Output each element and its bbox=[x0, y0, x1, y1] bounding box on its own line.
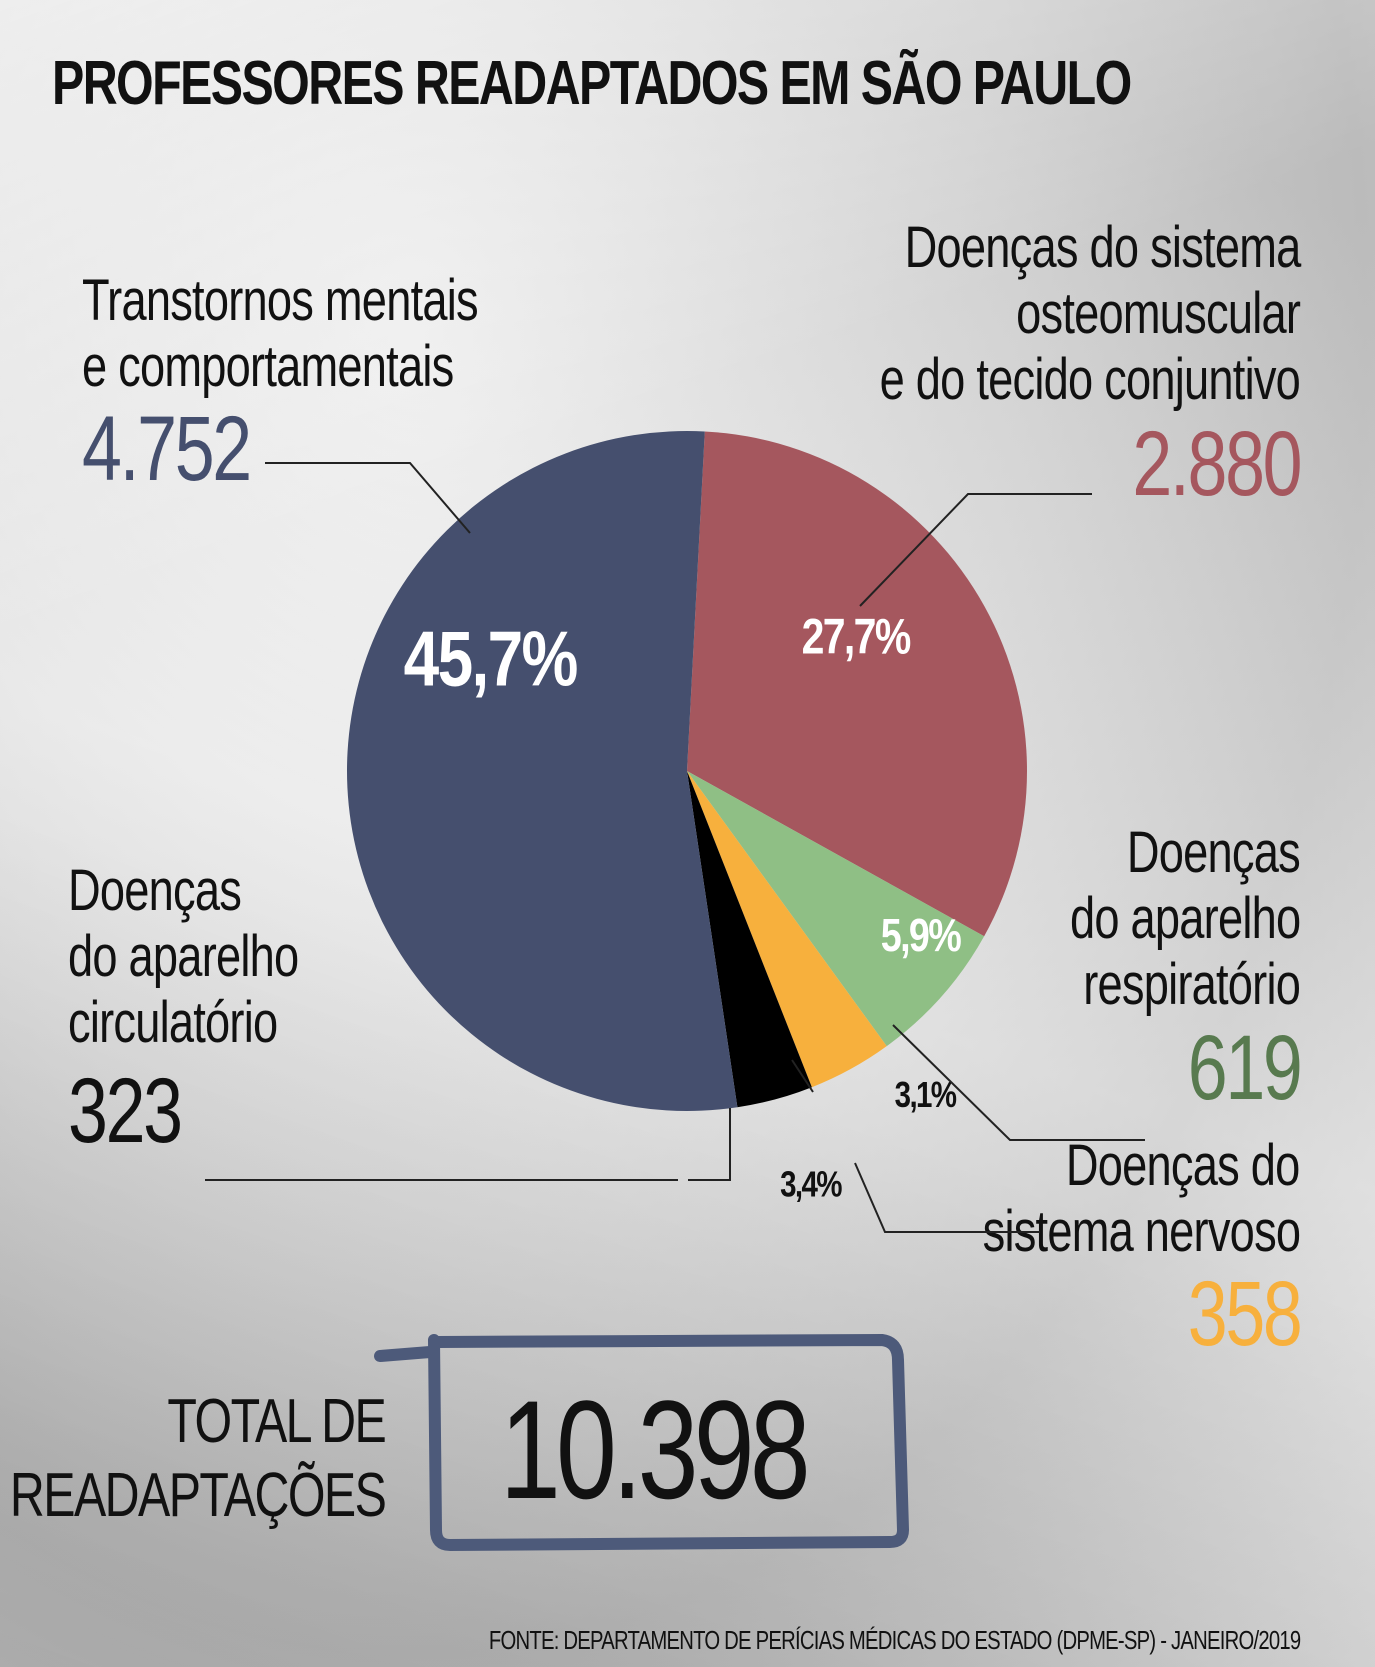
label-osteo-line2: osteomuscular bbox=[1015, 281, 1301, 346]
label-osteo-line1: Doenças do sistema bbox=[904, 215, 1301, 280]
leader-nerv bbox=[854, 1162, 1040, 1233]
slice-resp bbox=[687, 771, 985, 1047]
value-nerv: 358 bbox=[1156, 1263, 1302, 1365]
leader-resp bbox=[892, 1024, 1145, 1141]
label-nerv-line1: Doenças do bbox=[1066, 1133, 1300, 1198]
leader-osteo bbox=[859, 493, 1092, 607]
label-osteo-line3: e do tecido conjuntivo bbox=[879, 347, 1301, 412]
label-circ-line2: do aparelho bbox=[68, 924, 299, 989]
value-mental-text: 4.752 bbox=[82, 398, 252, 500]
percent-label-osteo: 27,7% bbox=[802, 609, 911, 665]
label-resp-line1: Doenças bbox=[1126, 820, 1301, 885]
percent-label-circ: 3,4% bbox=[780, 1164, 842, 1204]
total-label: TOTAL DE READAPTAÇÕES bbox=[0, 1385, 387, 1533]
source-note: FONTE: DEPARTAMENTO DE PERÍCIAS MÉDICAS … bbox=[260, 1625, 1301, 1656]
slice-nerv bbox=[687, 771, 887, 1088]
value-resp: 619 bbox=[1156, 1017, 1302, 1119]
label-osteo: Doenças do sistema osteomuscular e do te… bbox=[761, 215, 1301, 413]
value-mental: 4.752 bbox=[82, 403, 297, 495]
source-text: FONTE: DEPARTAMENTO DE PERÍCIAS MÉDICAS … bbox=[488, 1625, 1301, 1655]
total-label-line2: READAPTAÇÕES bbox=[9, 1461, 387, 1530]
label-resp-line3: respiratório bbox=[1083, 952, 1301, 1017]
value-osteo-text: 2.880 bbox=[1132, 413, 1302, 515]
label-mental-line2: e comportamentais bbox=[82, 334, 454, 399]
chart-title: PROFESSORES READAPTADOS EM SÃO PAULO bbox=[52, 49, 1132, 118]
label-mental-line1: Transtornos mentais bbox=[82, 268, 479, 333]
leader-nerv-2 bbox=[791, 1059, 814, 1093]
value-circ-text: 323 bbox=[68, 1060, 183, 1162]
total-label-line1: TOTAL DE bbox=[167, 1387, 386, 1456]
leader-circ bbox=[688, 1108, 731, 1181]
label-resp-line2: do aparelho bbox=[1069, 886, 1301, 951]
label-circ-line3: circulatório bbox=[68, 990, 278, 1055]
total-box-outline bbox=[374, 1334, 909, 1551]
label-circ: Doenças do aparelho circulatório bbox=[68, 858, 363, 1056]
value-resp-text: 619 bbox=[1187, 1017, 1302, 1119]
value-osteo: 2.880 bbox=[1085, 413, 1302, 515]
slice-osteo bbox=[687, 431, 1027, 937]
label-resp: Doenças do aparelho respiratório bbox=[1005, 820, 1301, 1018]
total-value-text: 10.398 bbox=[500, 1371, 811, 1528]
leader-mental bbox=[265, 462, 471, 534]
percent-labels: 27,7% 5,9% 3,1% 3,4% 45,7% bbox=[404, 609, 963, 1204]
leader-lines bbox=[205, 462, 1145, 1233]
label-circ-line1: Doenças bbox=[68, 858, 242, 923]
label-mental: Transtornos mentais e comportamentais bbox=[82, 268, 590, 400]
pie-slices bbox=[346, 431, 1027, 1111]
percent-label-resp: 5,9% bbox=[881, 909, 962, 960]
value-nerv-text: 358 bbox=[1187, 1263, 1302, 1365]
slice-mental bbox=[346, 431, 738, 1111]
percent-label-mental: 45,7% bbox=[404, 616, 577, 703]
value-circ: 323 bbox=[68, 1065, 213, 1157]
total-value: 10.398 bbox=[500, 1380, 892, 1520]
percent-label-nerv: 3,1% bbox=[895, 1074, 957, 1114]
slice-circ bbox=[687, 771, 812, 1108]
